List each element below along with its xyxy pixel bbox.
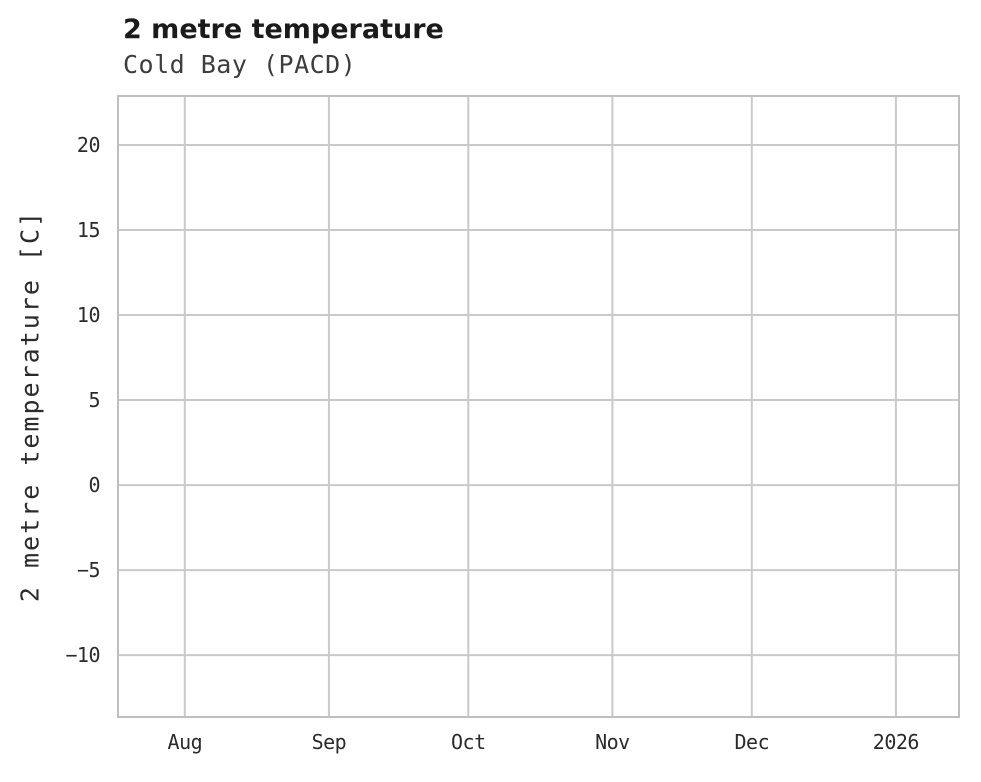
y-tick-label: 10: [76, 303, 101, 328]
gridlines: [117, 95, 960, 718]
x-tick-label: 2026: [872, 730, 920, 754]
plot-area: [117, 95, 960, 718]
chart-title: 2 metre temperature: [123, 14, 444, 45]
x-tick-label: Dec: [734, 730, 770, 754]
y-tick-label: −5: [76, 558, 101, 583]
x-tick-label: Nov: [595, 730, 630, 754]
chart-subtitle: Cold Bay (PACD): [123, 50, 357, 79]
y-tick-label: 0: [88, 473, 100, 498]
x-tick-label: Oct: [451, 730, 486, 754]
y-tick-label: −10: [65, 643, 100, 668]
x-tick-label: Sep: [311, 730, 347, 754]
x-tick-label: Aug: [167, 730, 203, 754]
y-tick-label: 15: [76, 218, 101, 242]
plot-border: [117, 95, 960, 718]
y-tick-label: 5: [88, 388, 100, 413]
y-tick-label: 20: [76, 132, 101, 157]
